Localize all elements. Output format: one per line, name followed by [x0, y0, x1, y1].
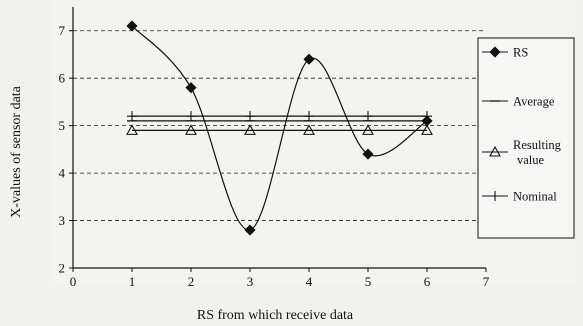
legend-marker: [490, 191, 500, 201]
y-tick-label: 3: [59, 213, 66, 228]
x-tick-label: 0: [70, 274, 77, 289]
legend-label: Resulting value: [513, 138, 562, 167]
legend-box: [477, 37, 575, 239]
x-tick-label: 6: [424, 274, 431, 289]
x-tick-label: 3: [247, 274, 254, 289]
x-axis-label: RS from which receive data: [197, 308, 354, 323]
legend-entry: Nominal: [482, 190, 557, 204]
series-rs: [126, 20, 433, 236]
series-group: [126, 20, 433, 236]
axes: [69, 7, 487, 272]
y-tick-label: 5: [59, 118, 66, 133]
data-point: [303, 53, 315, 65]
legend-entry: Resulting value: [482, 138, 562, 167]
data-point: [126, 124, 138, 135]
data-point: [244, 124, 256, 135]
data-point: [303, 124, 315, 135]
data-point: [185, 82, 197, 94]
y-tick-label: 7: [59, 23, 66, 38]
y-tick-label: 2: [59, 261, 66, 276]
data-point: [362, 148, 374, 160]
data-point: [185, 124, 197, 135]
x-tick-label: 1: [129, 274, 136, 289]
legend-label: RS: [513, 46, 528, 60]
legend-label: Average: [513, 95, 555, 109]
y-tick-label: 6: [59, 71, 66, 86]
data-point: [304, 111, 314, 122]
data-point: [363, 111, 373, 122]
y-tick-label: 4: [59, 166, 66, 181]
data-point: [186, 111, 196, 122]
y-axis-label: X-values of sensor data: [9, 85, 24, 218]
tick-labels: 2 3 4 5 6 7 0 1 2 3 4 5 6 7: [59, 23, 490, 289]
data-point: [421, 115, 433, 127]
legend: RS Average Resulting value Nominal: [477, 37, 575, 239]
x-tick-label: 7: [483, 274, 490, 289]
data-point: [244, 224, 256, 236]
legend-label: Nominal: [513, 190, 557, 204]
x-tick-label: 2: [188, 274, 195, 289]
data-point: [245, 111, 255, 122]
data-point: [126, 20, 138, 32]
legend-marker: [489, 46, 501, 58]
data-point: [421, 124, 433, 135]
legend-entry: Average: [482, 95, 555, 109]
data-point: [362, 124, 374, 135]
x-tick-label: 4: [306, 274, 313, 289]
x-tick-label: 5: [365, 274, 372, 289]
legend-marker: [489, 145, 501, 157]
series-resulting-value: [126, 124, 433, 135]
data-point: [127, 111, 137, 122]
legend-entry: RS: [482, 46, 528, 60]
